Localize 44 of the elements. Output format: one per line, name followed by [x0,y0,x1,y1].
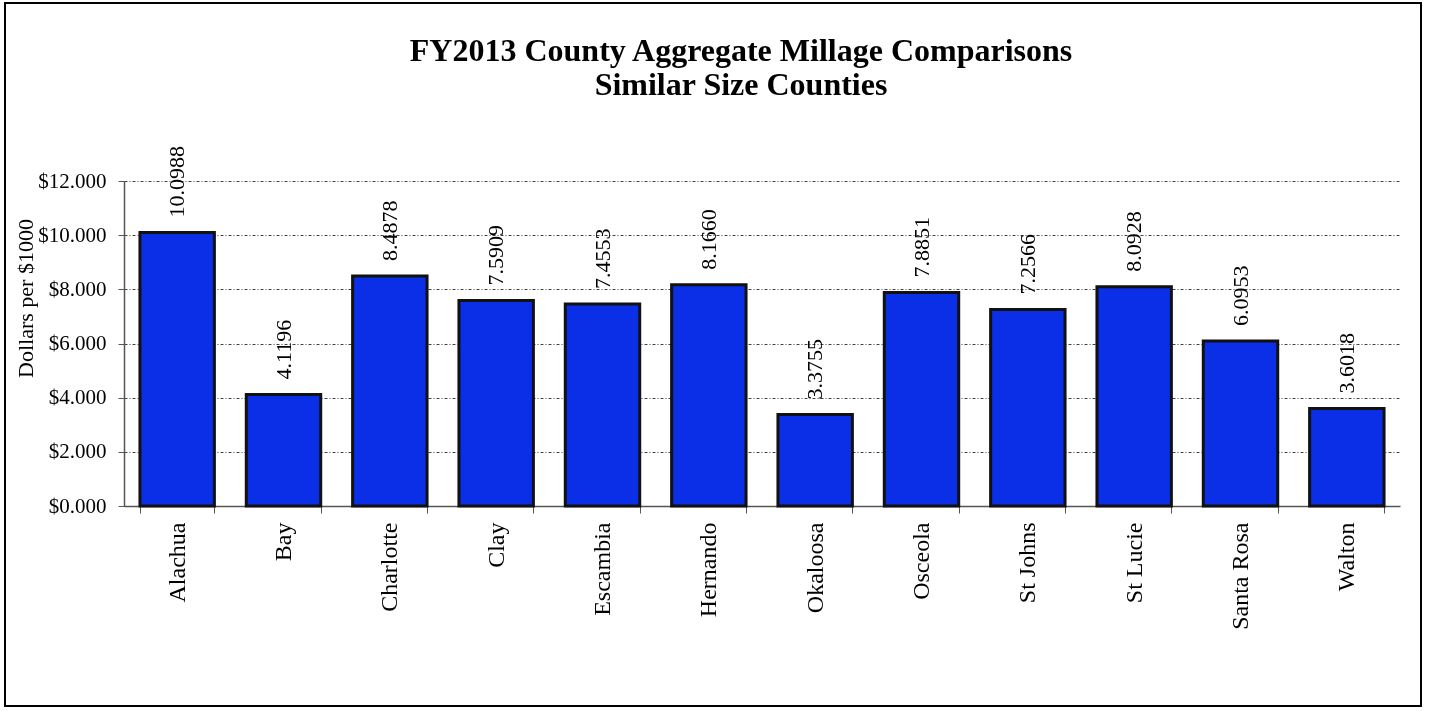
data-label: 3.3755 [802,339,828,400]
x-tick-label: Clay [482,522,509,568]
data-label: 10.0988 [164,145,190,218]
x-tick-label: Escambia [589,522,615,616]
bar [882,290,961,508]
bar [457,298,535,508]
x-tick-label: Hernando [695,522,722,618]
bar [244,392,323,508]
bar [1201,339,1280,508]
data-label: 8.4878 [376,200,402,262]
data-label: 7.8851 [908,216,934,278]
bar [351,274,429,508]
y-tick-label: $12.000 [38,168,107,193]
y-tick-label: $6.000 [48,331,107,355]
x-tick-label: Bay [270,522,296,562]
x-tick-label: Osceola [908,522,934,600]
bar [776,413,854,508]
data-label: 3.6018 [1333,332,1359,394]
bar [138,230,216,508]
y-tick-label: $4.000 [48,385,107,410]
data-label: 7.2566 [1014,233,1040,295]
x-tick-label: Okaloosa [801,522,828,614]
bar [989,307,1067,508]
y-tick-label: $2.000 [48,439,107,464]
y-tick-label: $8.000 [48,276,107,301]
data-label: 4.1196 [270,319,296,380]
x-tick-label: St Lucie [1120,522,1147,604]
data-label: 7.5909 [483,224,509,286]
y-tick-label: $10.000 [38,222,107,247]
bar [563,302,642,508]
data-label: 8.0928 [1121,211,1147,272]
data-label: 8.1660 [695,209,721,270]
bar [1095,285,1173,508]
y-axis-title: Dollars per $1000 [12,219,38,378]
data-label: 6.0953 [1227,265,1253,326]
x-tick-label: Walton [1333,522,1360,592]
bar [670,283,748,508]
x-tick-label: Santa Rosa [1227,522,1253,630]
x-tick-label: Charlotte [376,522,403,612]
data-label: 7.4553 [589,228,615,290]
y-tick-label: $0.000 [48,493,107,518]
x-tick-label: Alachua [163,522,190,603]
x-tick-label: St Johns [1014,522,1041,604]
bar [1308,406,1386,508]
